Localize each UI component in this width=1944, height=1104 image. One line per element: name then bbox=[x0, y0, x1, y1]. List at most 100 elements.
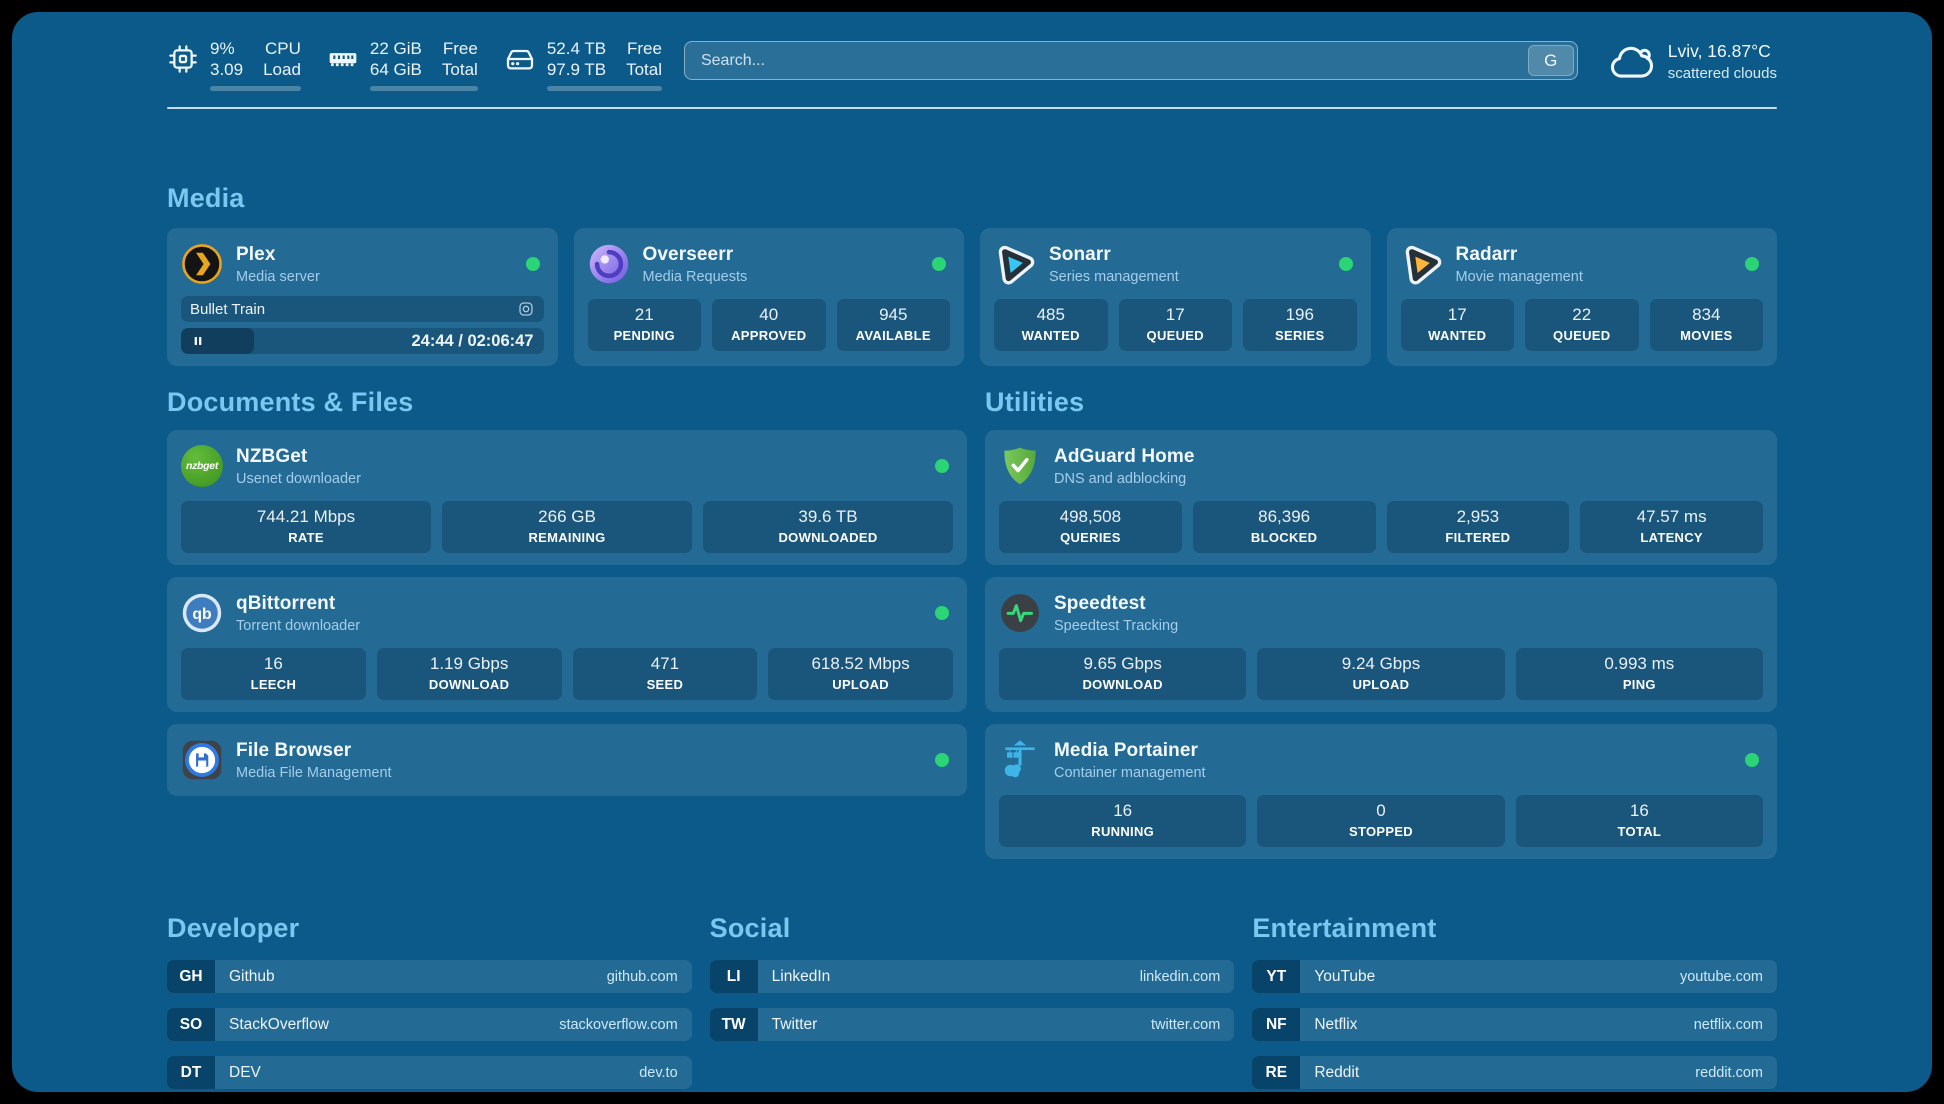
disk-free-label: Free bbox=[627, 39, 662, 58]
status-online-dot bbox=[1745, 257, 1759, 271]
now-playing-title: Bullet Train bbox=[190, 300, 266, 318]
search-input[interactable] bbox=[683, 41, 1578, 80]
bookmark-youtube[interactable]: YT YouTube youtube.com bbox=[1252, 960, 1777, 993]
playback-progress-bar[interactable]: 24:44 / 02:06:47 bbox=[181, 328, 544, 354]
app-description: Container management bbox=[1054, 764, 1206, 781]
bookmark-abbr: YT bbox=[1252, 960, 1301, 993]
bookmark-url: github.com bbox=[606, 968, 678, 985]
bookmark-dev[interactable]: DT DEV dev.to bbox=[167, 1056, 692, 1089]
stat-box: 17 QUEUED bbox=[1118, 299, 1232, 351]
now-playing-row: Bullet Train bbox=[181, 296, 544, 322]
memory-widget: 22 GiB Free 64 GiB Total bbox=[327, 38, 478, 91]
stat-box: 86,396 BLOCKED bbox=[1192, 501, 1376, 553]
app-card-plex[interactable]: Plex Media server Bullet Train bbox=[167, 228, 558, 366]
stat-box: 16 LEECH bbox=[181, 648, 366, 700]
bookmark-name: Reddit bbox=[1314, 1063, 1360, 1081]
stat-box: 39.6 TB DOWNLOADED bbox=[703, 501, 953, 553]
app-description: Usenet downloader bbox=[236, 470, 361, 487]
cpu-load-value: 3.09 bbox=[210, 60, 244, 79]
memory-total-label: Total bbox=[441, 60, 478, 79]
bookmark-abbr: NF bbox=[1252, 1008, 1301, 1041]
playback-progress-fill bbox=[181, 328, 254, 354]
bookmark-linkedin[interactable]: LI LinkedIn linkedin.com bbox=[709, 960, 1235, 993]
portainer-crane-icon bbox=[999, 739, 1041, 781]
section-title-utilities: Utilities bbox=[985, 387, 1085, 417]
section-title-entertainment: Entertainment bbox=[1252, 913, 1437, 943]
app-name: Overseerr bbox=[642, 243, 734, 265]
app-card-sonarr[interactable]: Sonarr Series management 485 WANTED 17 QUE… bbox=[980, 228, 1371, 366]
bookmark-github[interactable]: GH Github github.com bbox=[167, 960, 692, 993]
app-description: Media Requests bbox=[642, 268, 748, 285]
section-title-documents: Documents & Files bbox=[167, 387, 414, 417]
nzbget-icon: nzbget bbox=[181, 445, 223, 487]
cpu-chip-icon bbox=[167, 43, 199, 75]
bookmark-url: linkedin.com bbox=[1139, 968, 1221, 985]
bookmark-netflix[interactable]: NF Netflix netflix.com bbox=[1252, 1008, 1777, 1041]
dashboard-panel: 9% CPU 3.09 Load 22 GiB Fre bbox=[12, 12, 1932, 1092]
app-description: Series management bbox=[1049, 268, 1179, 285]
stat-box: 485 WANTED bbox=[994, 299, 1108, 351]
pause-icon[interactable] bbox=[190, 333, 206, 349]
stat-box: 47.57 ms LATENCY bbox=[1580, 501, 1763, 553]
adguard-shield-icon bbox=[999, 445, 1041, 487]
cloud-icon bbox=[1608, 40, 1654, 82]
stat-box: 22 QUEUED bbox=[1525, 299, 1639, 351]
app-name: qBittorrent bbox=[236, 592, 336, 614]
bookmark-abbr: TW bbox=[709, 1008, 758, 1041]
bookmark-name: StackOverflow bbox=[229, 1015, 329, 1033]
stat-box: 16 TOTAL bbox=[1515, 795, 1763, 847]
stat-box: 618.52 Mbps UPLOAD bbox=[768, 648, 953, 700]
session-camera-icon[interactable] bbox=[517, 300, 535, 318]
app-name: Speedtest bbox=[1054, 592, 1146, 614]
section-title-developer: Developer bbox=[167, 913, 300, 943]
bookmark-reddit[interactable]: RE Reddit reddit.com bbox=[1252, 1056, 1777, 1089]
memory-progress-bar bbox=[369, 86, 478, 91]
app-card-nzbget[interactable]: nzbget NZBGet Usenet downloader 744.21 M… bbox=[167, 430, 967, 565]
status-online-dot bbox=[935, 606, 949, 620]
bookmark-name: Netflix bbox=[1314, 1015, 1358, 1033]
bookmark-url: netflix.com bbox=[1693, 1016, 1763, 1033]
app-card-adguard[interactable]: AdGuard Home DNS and adblocking 498,508 Q… bbox=[985, 430, 1777, 565]
app-description: Torrent downloader bbox=[236, 617, 361, 634]
bookmark-abbr: SO bbox=[167, 1008, 215, 1041]
stat-box: 0.993 ms PING bbox=[1515, 648, 1763, 700]
bookmark-abbr: GH bbox=[167, 960, 215, 993]
app-name: AdGuard Home bbox=[1054, 445, 1195, 467]
cpu-usage-value: 9% bbox=[210, 39, 235, 58]
status-online-dot bbox=[1745, 753, 1759, 767]
stat-box: 744.21 Mbps RATE bbox=[181, 501, 431, 553]
app-description: DNS and adblocking bbox=[1054, 470, 1187, 487]
bookmark-url: reddit.com bbox=[1695, 1064, 1763, 1081]
app-description: Media server bbox=[236, 268, 320, 285]
memory-free-value: 22 GiB bbox=[369, 39, 422, 58]
app-card-qbittorrent[interactable]: qb qBittorrent Torrent downloader 16 LEEC… bbox=[167, 577, 967, 712]
app-card-portainer[interactable]: Media Portainer Container management 16 R… bbox=[985, 724, 1777, 859]
ram-icon bbox=[327, 43, 359, 75]
disk-widget: 52.4 TB Free 97.9 TB Total bbox=[504, 38, 662, 91]
status-online-dot bbox=[935, 753, 949, 767]
stat-box: 9.65 Gbps DOWNLOAD bbox=[999, 648, 1247, 700]
stat-box: 834 MOVIES bbox=[1649, 299, 1763, 351]
developer-column: Developer GH Github github.com SO StackO… bbox=[167, 913, 692, 1092]
app-card-overseerr[interactable]: Overseerr Media Requests 21 PENDING 40 APP… bbox=[573, 228, 964, 366]
weather-condition: scattered clouds bbox=[1667, 64, 1777, 82]
stat-box: 17 WANTED bbox=[1400, 299, 1514, 351]
bookmark-abbr: RE bbox=[1252, 1056, 1301, 1089]
bookmark-stackoverflow[interactable]: SO StackOverflow stackoverflow.com bbox=[167, 1008, 692, 1041]
overseerr-icon bbox=[588, 243, 630, 285]
weather-widget: Lviv, 16.87°C scattered clouds bbox=[1608, 40, 1777, 82]
app-card-radarr[interactable]: Radarr Movie management 17 WANTED 22 QUEUE… bbox=[1386, 228, 1777, 366]
search-provider-button[interactable]: G bbox=[1527, 45, 1574, 76]
bookmark-url: dev.to bbox=[639, 1064, 678, 1081]
bookmark-url: twitter.com bbox=[1151, 1016, 1221, 1033]
topbar-divider bbox=[167, 107, 1777, 109]
radarr-icon bbox=[1398, 240, 1445, 287]
section-title-social: Social bbox=[709, 913, 791, 943]
bookmark-name: Github bbox=[229, 967, 275, 985]
bookmark-twitter[interactable]: TW Twitter twitter.com bbox=[709, 1008, 1235, 1041]
status-online-dot bbox=[525, 257, 540, 271]
app-card-speedtest[interactable]: Speedtest Speedtest Tracking 9.65 Gbps DO… bbox=[985, 577, 1777, 712]
app-card-filebrowser[interactable]: File Browser Media File Management bbox=[167, 724, 967, 796]
weather-location-temp: Lviv, 16.87°C bbox=[1667, 40, 1771, 61]
stat-box: 945 AVAILABLE bbox=[836, 299, 950, 351]
